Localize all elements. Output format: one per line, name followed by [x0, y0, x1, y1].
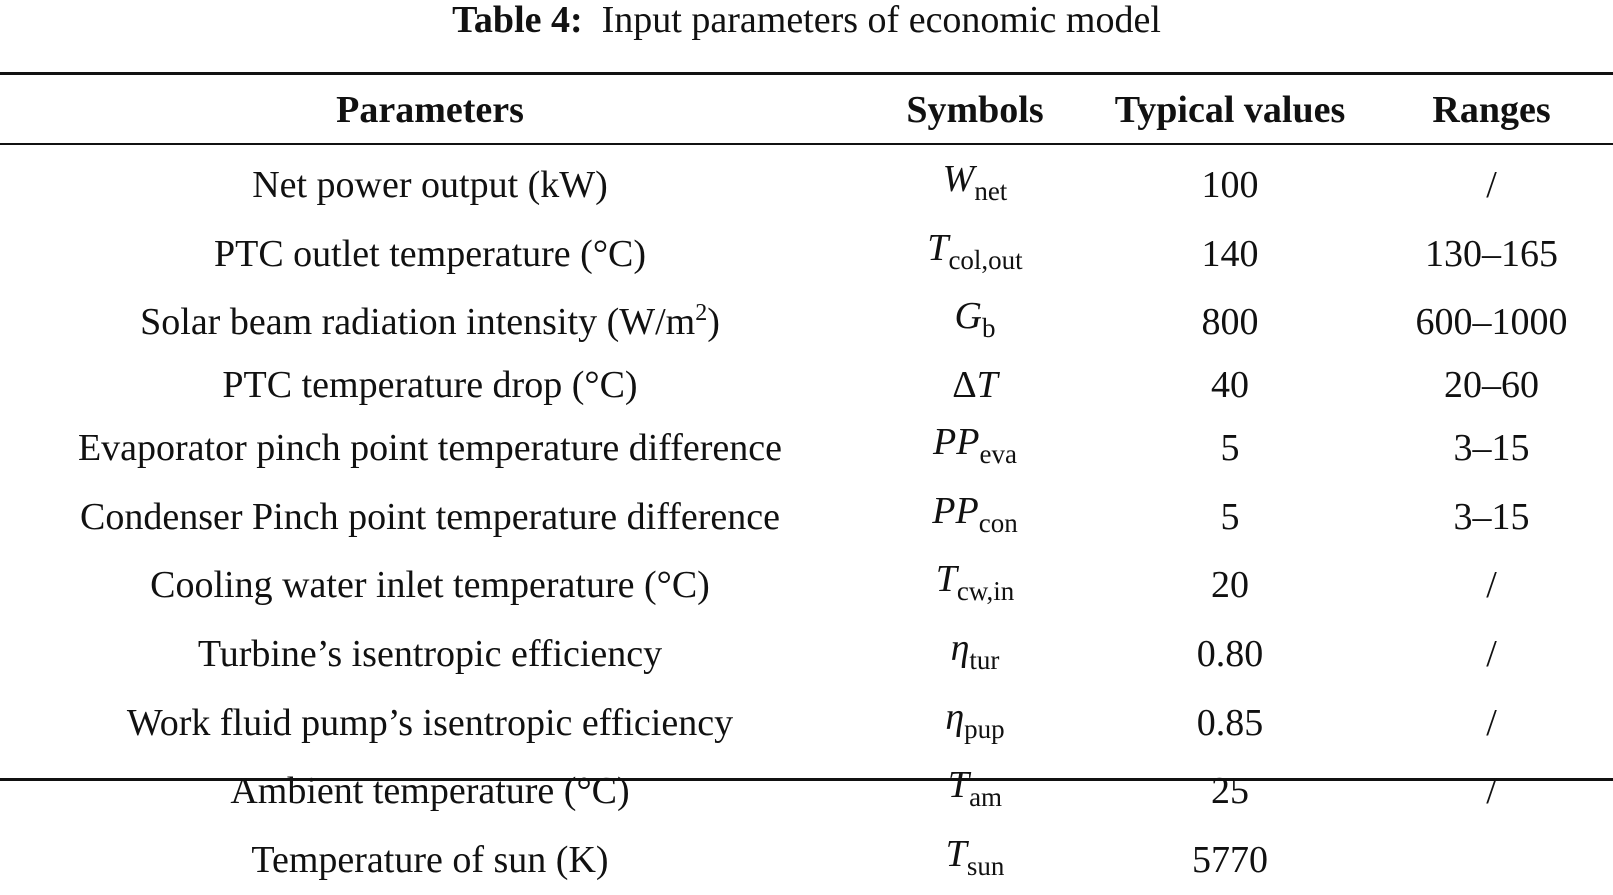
symbol-subscript: sun — [966, 851, 1005, 882]
caption-label: Table 4: — [452, 0, 583, 41]
symbol-cell: Tcw,in — [860, 551, 1090, 620]
table-row: Turbine’s isentropic efficiency ηtur 0.8… — [0, 620, 1613, 689]
range-cell: 3–15 — [1453, 426, 1530, 469]
range-cell: / — [1486, 564, 1497, 607]
range-cell: / — [1486, 164, 1497, 206]
table-row: PTC temperature drop (°C) ΔT 40 20–60 — [0, 357, 1613, 414]
symbol-subscript: net — [974, 176, 1008, 206]
top-rule — [0, 72, 1613, 75]
parameter-cell: PTC outlet temperature (°C) — [213, 232, 647, 275]
range-cell: 130–165 — [1425, 232, 1558, 275]
table-caption: Table 4: Input parameters of economic mo… — [0, 0, 1613, 40]
parameter-cell: Solar beam radiation intensity (W/m2) — [0, 288, 860, 357]
value-cell: 40 — [1211, 364, 1249, 407]
range-cell: 20–60 — [1444, 364, 1539, 407]
parameter-text: Solar beam radiation intensity (W/m — [140, 301, 696, 344]
range-cell: / — [1486, 770, 1497, 813]
caption-text: Input parameters of economic model — [601, 0, 1161, 41]
symbol-subscript: eva — [979, 438, 1017, 469]
value-cell: 5 — [1220, 495, 1240, 538]
symbol-subscript: con — [978, 507, 1018, 538]
parameter-cell: PTC temperature drop (°C) — [222, 364, 638, 407]
symbol-subscript: tur — [969, 644, 1000, 675]
parameter-cell: Evaporator pinch point temperature diffe… — [77, 426, 783, 469]
range-cell — [1370, 826, 1613, 895]
table-row: Net power output (kW) Wnet 100 / — [0, 145, 1613, 220]
symbol-cell: ΔT — [860, 357, 1090, 414]
symbol-subscript: pup — [964, 713, 1005, 744]
symbol-cell: PPcon — [860, 483, 1090, 552]
symbol-subscript: am — [969, 782, 1003, 813]
table-row: Cooling water inlet temperature (°C) Tcw… — [0, 551, 1613, 620]
symbol-main: η — [950, 626, 970, 669]
table-row: Temperature of sun (K) Tsun 5770 — [0, 826, 1613, 895]
symbol-main: PP — [932, 489, 979, 532]
header-rule — [0, 143, 1613, 145]
value-cell: 100 — [1201, 164, 1259, 206]
symbol-cell: Tam — [860, 757, 1090, 826]
symbol-main: G — [954, 295, 982, 338]
range-cell: 600–1000 — [1415, 301, 1568, 344]
range-cell: / — [1486, 632, 1497, 675]
value-cell: 140 — [1201, 232, 1259, 275]
value-cell: 0.80 — [1196, 632, 1264, 675]
symbol-main: T — [976, 364, 998, 407]
symbol-subscript: b — [981, 313, 996, 344]
parameter-cell: Work fluid pump’s isentropic efficiency — [126, 701, 734, 744]
parameter-text-end: ) — [707, 301, 720, 344]
symbol-cell: Tsun — [860, 826, 1090, 895]
range-cell: / — [1486, 701, 1497, 744]
parameters-table: Parameters Symbols Typical values Ranges… — [0, 75, 1613, 895]
value-cell: 25 — [1211, 770, 1249, 813]
table-row: Work fluid pump’s isentropic efficiency … — [0, 689, 1613, 758]
symbol-main: η — [945, 695, 965, 738]
header-ranges: Ranges — [1432, 89, 1551, 131]
symbol-main: PP — [933, 420, 980, 463]
symbol-subscript: cw,in — [956, 576, 1015, 607]
symbol-cell: Wnet — [860, 145, 1090, 220]
symbol-cell: Gb — [860, 288, 1090, 357]
parameter-cell: Temperature of sun (K) — [251, 839, 609, 882]
value-cell: 20 — [1211, 564, 1249, 607]
symbol-main: T — [947, 764, 970, 807]
value-cell: 5 — [1220, 426, 1240, 469]
header-typical-values: Typical values — [1114, 89, 1346, 131]
parameter-cell: Turbine’s isentropic efficiency — [197, 632, 663, 675]
table-row: Condenser Pinch point temperature differ… — [0, 483, 1613, 552]
value-cell: 0.85 — [1196, 701, 1264, 744]
unit-superscript: 2 — [695, 300, 708, 327]
value-cell: 5770 — [1192, 839, 1268, 882]
symbol-main: T — [927, 226, 949, 269]
parameter-cell: Condenser Pinch point temperature differ… — [80, 495, 780, 538]
symbol-cell: PPeva — [860, 414, 1090, 483]
parameter-cell: Net power output (kW) — [252, 164, 608, 206]
symbol-cell: ηtur — [860, 620, 1090, 689]
symbol-main: T — [945, 833, 967, 876]
symbol-main: T — [935, 558, 957, 601]
table-row: Solar beam radiation intensity (W/m2) Gb… — [0, 288, 1613, 357]
value-cell: 800 — [1201, 301, 1259, 344]
header-parameters: Parameters — [336, 89, 524, 131]
symbol-cell: Tcol,out — [860, 220, 1090, 289]
range-cell: 3–15 — [1453, 495, 1530, 538]
parameter-cell: Cooling water inlet temperature (°C) — [150, 564, 710, 607]
table-row: Evaporator pinch point temperature diffe… — [0, 414, 1613, 483]
symbol-prefix: Δ — [952, 364, 977, 407]
symbol-main: W — [942, 158, 975, 200]
parameter-cell: Ambient temperature (°C) — [230, 770, 630, 813]
bottom-rule — [0, 778, 1613, 781]
symbol-cell: ηpup — [860, 689, 1090, 758]
header-symbols: Symbols — [906, 89, 1044, 131]
table-row: Ambient temperature (°C) Tam 25 / — [0, 757, 1613, 826]
symbol-subscript: col,out — [948, 244, 1023, 275]
header-row: Parameters Symbols Typical values Ranges — [0, 75, 1613, 145]
table-row: PTC outlet temperature (°C) Tcol,out 140… — [0, 220, 1613, 289]
